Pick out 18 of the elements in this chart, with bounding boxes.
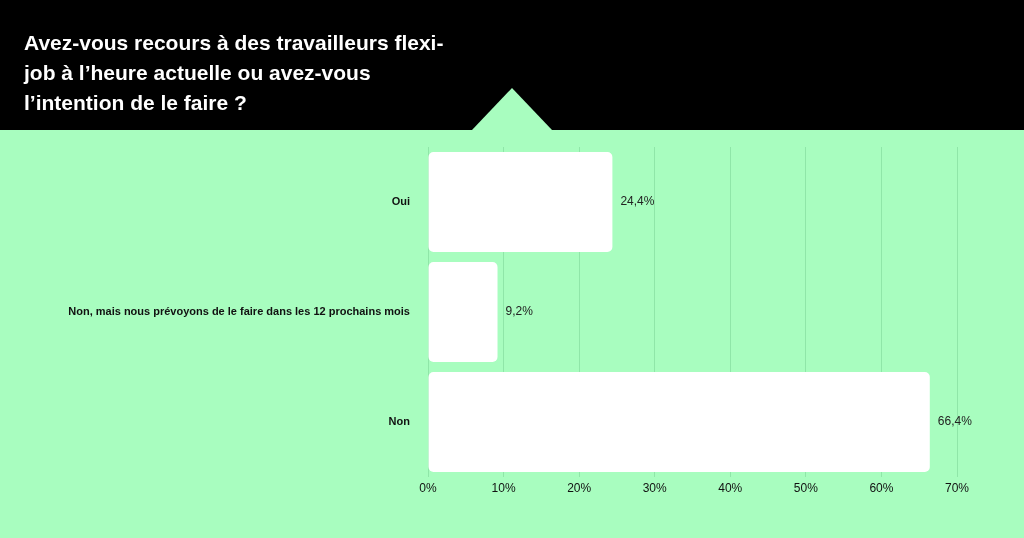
data-label: 9,2% <box>505 304 534 319</box>
x-tick-label: 0% <box>419 480 437 495</box>
x-tick-label: 60% <box>869 480 894 495</box>
bar <box>428 261 498 363</box>
x-tick-label: 20% <box>567 480 592 495</box>
x-tick-label: 70% <box>944 480 970 495</box>
data-label: 66,4% <box>937 414 973 429</box>
y-tick-label: Non <box>388 415 411 428</box>
text: Avez-vous recours à des travailleurs flexi-job à l’heure actuelle ou avez-vous l’intention de le faire ? <box>24 30 444 116</box>
bar <box>428 151 613 253</box>
bar <box>428 371 930 473</box>
x-tick-label: 10% <box>491 480 516 495</box>
y-tick-label: Oui <box>391 195 410 208</box>
y-tick-label: Non, mais nous prévoyons de le faire dans les 12 prochains mois <box>68 305 410 318</box>
x-tick-label: 30% <box>642 480 668 495</box>
data-label: 24,4% <box>620 194 655 209</box>
x-tick-label: 50% <box>793 480 819 495</box>
x-tick-label: 40% <box>718 480 743 495</box>
